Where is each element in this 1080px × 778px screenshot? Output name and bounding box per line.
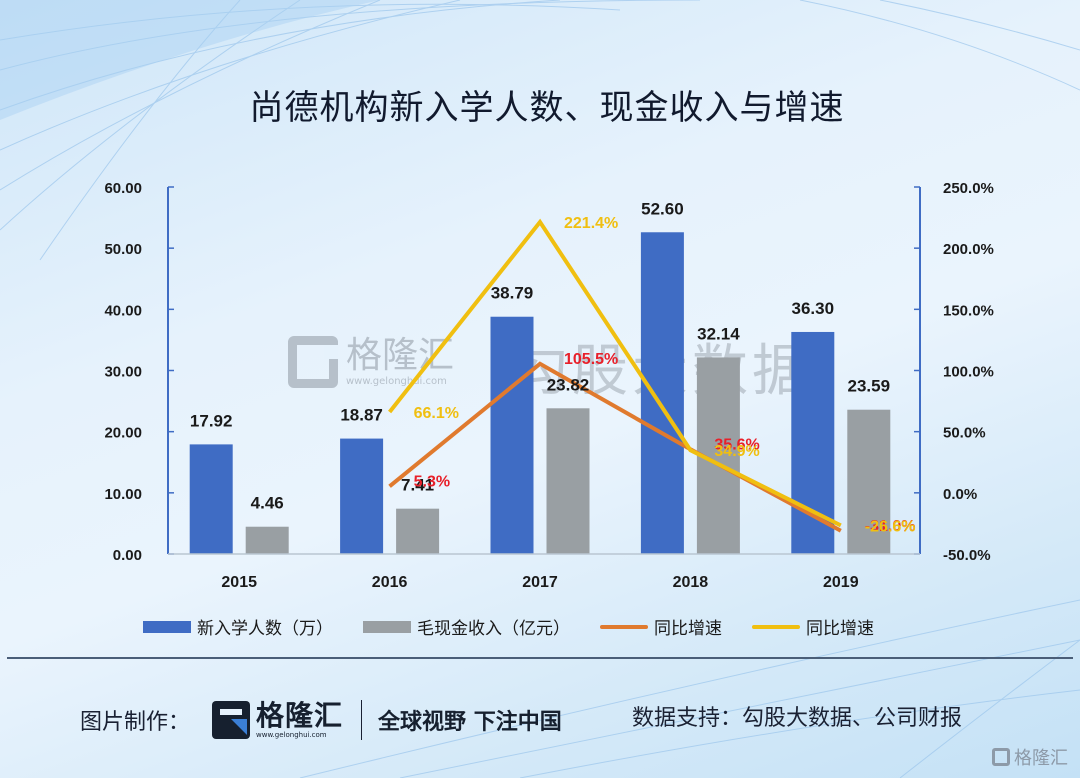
bar xyxy=(340,438,384,554)
right-axis-tick-label: 250.0% xyxy=(943,180,994,197)
left-axis-tick-label: 10.00 xyxy=(104,486,142,503)
right-axis-tick-label: -50.0% xyxy=(943,547,991,564)
growth-value-label: -26.6% xyxy=(865,518,916,535)
brand-g-icon xyxy=(212,701,251,739)
legend-swatch-blue xyxy=(143,620,191,633)
legend-item-cash-revenue: 毛现金收入（亿元） xyxy=(363,614,570,639)
right-axis-tick-label: 150.0% xyxy=(943,302,994,319)
bar-series xyxy=(189,232,891,554)
bar-value-label: 17.92 xyxy=(190,411,233,430)
right-axis-tick-label: 100.0% xyxy=(943,364,994,381)
bar-value-label: 7.41 xyxy=(401,476,434,495)
bar xyxy=(847,409,891,554)
x-axis-tick-label: 2018 xyxy=(673,574,709,591)
right-axis-tick-label: 0.0% xyxy=(943,486,977,503)
growth-value-label: 221.4% xyxy=(564,215,618,232)
x-axis-tick-label: 2017 xyxy=(522,574,558,591)
bar xyxy=(640,232,684,554)
bar-value-label: 4.46 xyxy=(251,494,284,513)
left-axis-tick-label: 40.00 xyxy=(104,302,142,319)
brand-logo: 格隆汇 www.gelonghui.com xyxy=(212,701,343,739)
legend-swatch-yellow-line xyxy=(752,624,800,629)
growth-value-label: 34.9% xyxy=(714,443,759,460)
credit-label: 图片制作： xyxy=(80,710,191,735)
left-axis-tick-label: 0.00 xyxy=(113,547,142,564)
right-axis-tick-label: 200.0% xyxy=(943,241,994,258)
left-axis-tick-label: 30.00 xyxy=(104,364,142,381)
growth-value-label: -31.0% xyxy=(865,518,916,535)
legend-item-enrollment-growth: 同比增速 xyxy=(600,614,722,639)
left-axis-tick-label: 20.00 xyxy=(104,425,142,442)
data-labels: 17.92 18.87 38.79 52.60 36.30 4.46 7.41 23.82 32… xyxy=(190,199,916,535)
corner-brand-icon xyxy=(992,748,1010,766)
legend-label: 毛现金收入（亿元） xyxy=(417,619,570,639)
growth-value-label: 5.3% xyxy=(414,473,450,490)
bar-value-label: 32.14 xyxy=(697,324,740,343)
growth-line xyxy=(388,218,842,528)
bar-value-label: 18.87 xyxy=(340,406,383,425)
watermark-brand-url: www.gelonghui.com xyxy=(346,375,447,387)
left-y-axis: 0.00 10.00 20.00 30.00 40.00 50.00 60.00 xyxy=(104,180,174,564)
brand-slogan: 全球视野 下注中国 xyxy=(378,710,562,735)
corner-brand-name: 格隆汇 xyxy=(1014,748,1068,769)
brand-name: 格隆汇 xyxy=(256,698,344,732)
bar xyxy=(546,408,590,554)
bar xyxy=(490,316,534,554)
growth-value-label: 35.6% xyxy=(714,436,759,453)
legend-label: 同比增速 xyxy=(654,619,722,639)
bar xyxy=(189,444,233,554)
legend-swatch-orange-line xyxy=(600,624,648,629)
x-axis-tick-label: 2016 xyxy=(372,574,408,591)
legend-item-cash-growth: 同比增速 xyxy=(752,614,874,639)
bar-value-label: 38.79 xyxy=(491,284,534,303)
legend-swatch-gray xyxy=(363,620,411,633)
corner-watermark: 格隆汇 xyxy=(992,744,1068,770)
growth-value-label: 105.5% xyxy=(564,351,618,368)
growth-line xyxy=(388,361,842,533)
right-axis-tick-label: 50.0% xyxy=(943,425,986,442)
legend-label: 新入学人数（万） xyxy=(197,619,333,639)
bar-value-label: 52.60 xyxy=(641,199,684,218)
bar-value-label: 23.59 xyxy=(848,377,891,396)
bar-value-label: 36.30 xyxy=(792,299,835,318)
legend-item-enrollment: 新入学人数（万） xyxy=(143,614,333,639)
right-y-axis: -50.0% 0.0% 50.0% 100.0% 150.0% 200.0% 250.0% xyxy=(914,180,994,564)
chart-title: 尚德机构新入学人数、现金收入与增速 xyxy=(249,88,845,128)
bar-value-label: 23.82 xyxy=(547,375,590,394)
data-source: 数据支持：勾股大数据、公司财报 xyxy=(632,706,963,731)
growth-value-label: 66.1% xyxy=(414,405,459,422)
left-axis-tick-label: 50.00 xyxy=(104,241,142,258)
line-series xyxy=(388,218,842,533)
footer-separator xyxy=(361,700,363,740)
brand-logo-icon xyxy=(288,336,338,388)
x-axis: 2015 2016 2017 2018 2019 xyxy=(168,553,920,591)
footer-credit: 图片制作： 格隆汇 www.gelonghui.com 全球视野 下注中国 xyxy=(80,700,562,740)
bar xyxy=(245,526,289,554)
chart-legend: 新入学人数（万） 毛现金收入（亿元） 同比增速 同比增速 xyxy=(143,614,904,639)
brand-url: www.gelonghui.com xyxy=(256,730,327,739)
footer-divider xyxy=(7,657,1073,659)
left-axis-tick-label: 60.00 xyxy=(104,180,142,197)
bar xyxy=(396,508,440,554)
chart-plot-area: 0.00 10.00 20.00 30.00 40.00 50.00 60.00 -50.0… xyxy=(104,180,994,591)
legend-label: 同比增速 xyxy=(806,619,874,639)
x-axis-tick-label: 2019 xyxy=(823,574,859,591)
x-axis-tick-label: 2015 xyxy=(221,574,257,591)
